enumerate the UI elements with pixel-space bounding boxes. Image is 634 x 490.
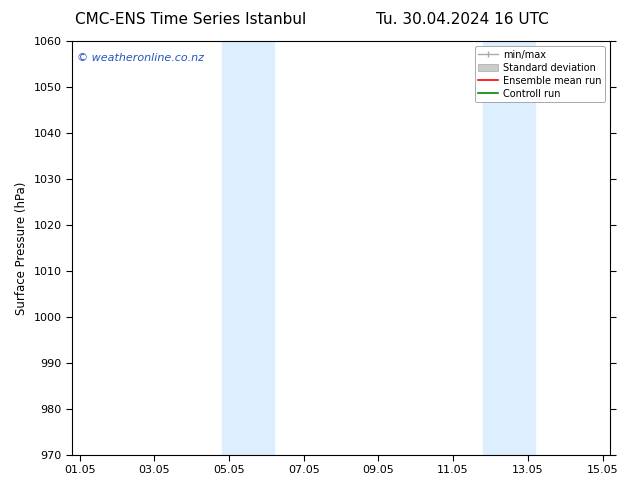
Text: CMC-ENS Time Series Istanbul: CMC-ENS Time Series Istanbul (75, 12, 306, 27)
Bar (221, 41, 274, 455)
Text: © weatheronline.co.nz: © weatheronline.co.nz (77, 53, 205, 64)
Text: Tu. 30.04.2024 16 UTC: Tu. 30.04.2024 16 UTC (377, 12, 549, 27)
Y-axis label: Surface Pressure (hPa): Surface Pressure (hPa) (15, 181, 28, 315)
Bar (483, 41, 535, 455)
Legend: min/max, Standard deviation, Ensemble mean run, Controll run: min/max, Standard deviation, Ensemble me… (475, 46, 605, 102)
